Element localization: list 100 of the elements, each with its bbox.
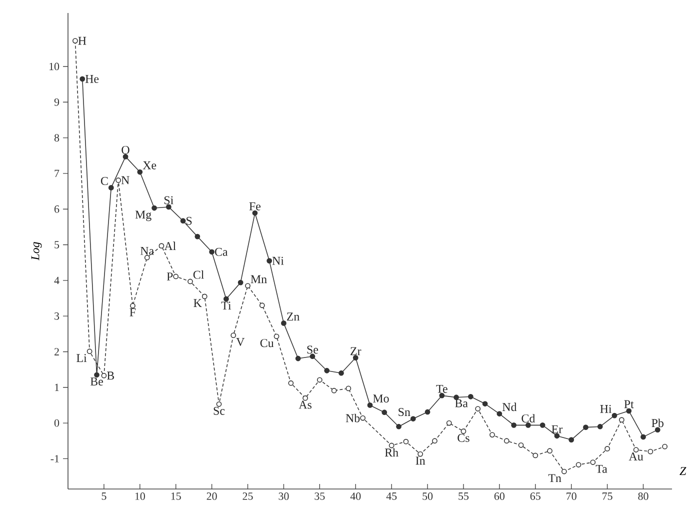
point [561, 468, 567, 474]
annotation: Na [140, 246, 154, 255]
annotation: V [236, 338, 245, 346]
point [633, 447, 639, 452]
annotation: Te [436, 384, 448, 393]
y-tick-label: 0 [54, 419, 60, 427]
point [604, 446, 610, 452]
point [648, 448, 654, 454]
point [288, 380, 294, 386]
point [274, 334, 280, 340]
annotation: Pb [652, 418, 664, 428]
point [108, 185, 114, 190]
point [295, 356, 301, 362]
x-tick-label: 35 [314, 492, 325, 500]
point [360, 415, 366, 421]
annotation: Ni [272, 256, 284, 265]
x-tick-label: 45 [386, 492, 397, 500]
annotation: In [416, 456, 426, 465]
point [511, 422, 517, 428]
point [410, 416, 416, 422]
y-tick-label: -1 [50, 455, 59, 462]
point [281, 320, 286, 326]
annotation: C [100, 176, 108, 186]
point [80, 76, 86, 82]
y-tick-label: 6 [54, 205, 60, 213]
x-tick-label: 55 [458, 492, 469, 500]
annotation: Pt [624, 400, 634, 408]
annotation: Se [307, 346, 318, 354]
point [86, 348, 92, 354]
point [482, 401, 488, 406]
point [439, 392, 445, 398]
point [158, 243, 164, 249]
point [137, 169, 143, 175]
point [396, 424, 402, 430]
point [526, 422, 531, 428]
annotation: Nd [502, 402, 517, 412]
point [101, 372, 107, 378]
annotation: Zn [286, 312, 300, 321]
annotation: B [106, 372, 114, 380]
x-tick-label: 75 [602, 492, 612, 500]
point [382, 410, 388, 416]
x-tick-label: 80 [638, 492, 648, 500]
point [654, 427, 660, 433]
y-tick-label: 2 [54, 348, 59, 356]
point [504, 438, 510, 444]
y-tick-label: 5 [54, 241, 60, 248]
point [490, 432, 495, 438]
annotation: Cu [260, 339, 274, 348]
annotation: Ti [221, 302, 232, 310]
point [316, 377, 322, 383]
annotation: N [121, 176, 130, 184]
annotation: Mn [250, 275, 267, 284]
point [252, 210, 258, 216]
annotation: Ba [455, 399, 468, 408]
point [547, 448, 552, 454]
annotation: Fe [249, 202, 261, 210]
point [94, 372, 100, 378]
annotation: H [78, 36, 86, 45]
annotation: Al [164, 242, 176, 250]
point [230, 332, 236, 338]
point [640, 434, 646, 440]
y-axis-title: Log [31, 242, 42, 260]
point [245, 283, 250, 288]
x-tick-label: 15 [171, 492, 181, 500]
annotation: F [130, 308, 136, 316]
x-tick-label: 50 [422, 492, 433, 500]
point [116, 178, 122, 183]
point [180, 218, 186, 224]
point [346, 386, 352, 392]
annotation: S [186, 216, 192, 225]
y-tick-label: 1 [54, 384, 59, 391]
annotation: Xe [142, 161, 156, 170]
point [310, 354, 316, 360]
annotation: Be [90, 378, 103, 386]
point [216, 401, 222, 407]
point [554, 433, 560, 439]
annotation: Tn [548, 474, 562, 482]
annotation: K [194, 299, 202, 307]
x-tick-label: 25 [242, 492, 253, 500]
annotation: Li [76, 354, 87, 362]
point [72, 38, 78, 44]
point [626, 408, 632, 414]
point [618, 417, 624, 423]
x-tick-label: 20 [206, 492, 217, 500]
point [568, 437, 574, 442]
y-tick-label: 7 [54, 170, 60, 178]
x-tick-label: 30 [278, 492, 289, 500]
point [202, 294, 208, 300]
point [590, 460, 596, 465]
annotation: He [85, 74, 99, 83]
point [338, 370, 344, 376]
annotation: Zr [350, 347, 362, 356]
x-tick-label: 5 [102, 492, 106, 500]
annotation: Cl [193, 270, 204, 279]
point [188, 278, 193, 284]
x-tick-label: 10 [135, 492, 145, 500]
point [352, 355, 358, 360]
annotation: Sc [214, 406, 225, 415]
y-tick-label: 3 [54, 312, 60, 320]
annotation: O [122, 146, 130, 154]
